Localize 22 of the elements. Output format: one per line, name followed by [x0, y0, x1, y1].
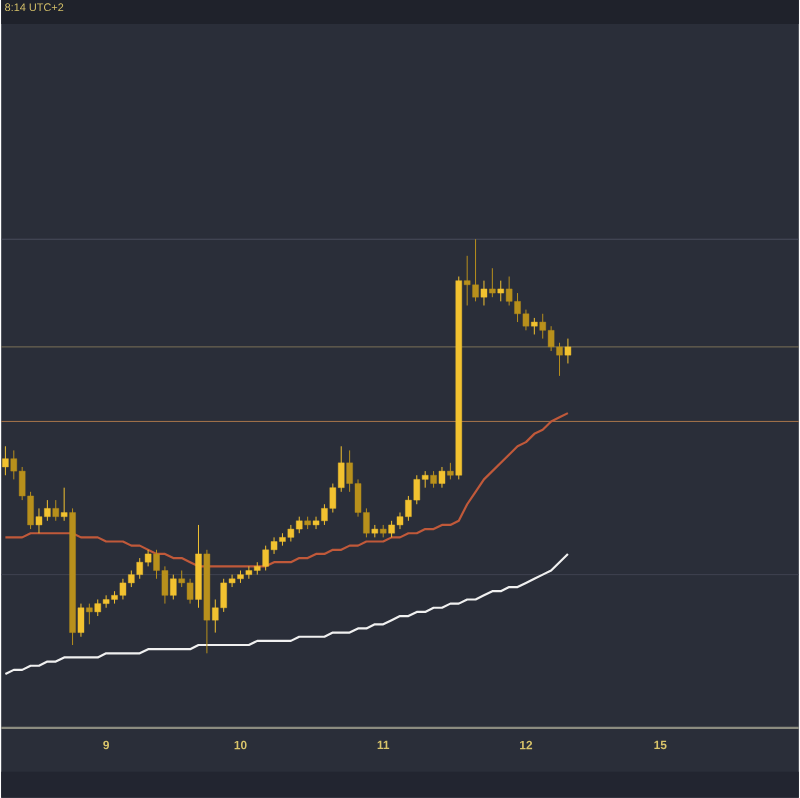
candlestick: [119, 578, 127, 601]
candlestick: [564, 338, 572, 365]
candlestick: [497, 280, 504, 303]
candlestick: [505, 276, 513, 307]
candlestick: [52, 499, 59, 522]
candlestick: [438, 466, 446, 489]
candlestick: [77, 603, 85, 638]
candlestick: [245, 566, 253, 580]
candlestick: [480, 280, 488, 307]
candlestick: [35, 508, 43, 534]
candlestick: [102, 595, 110, 609]
candlestick: [312, 516, 320, 530]
candlestick: [170, 574, 177, 601]
candlestick: [195, 524, 202, 609]
candlestick: [60, 487, 68, 522]
candlestick: [547, 325, 555, 352]
candlestick: [522, 309, 530, 332]
candlestick: [2, 445, 9, 476]
candlestick: [463, 255, 471, 307]
candlestick: [86, 603, 93, 626]
candlestick: [186, 578, 194, 605]
candlestick: [489, 267, 496, 298]
